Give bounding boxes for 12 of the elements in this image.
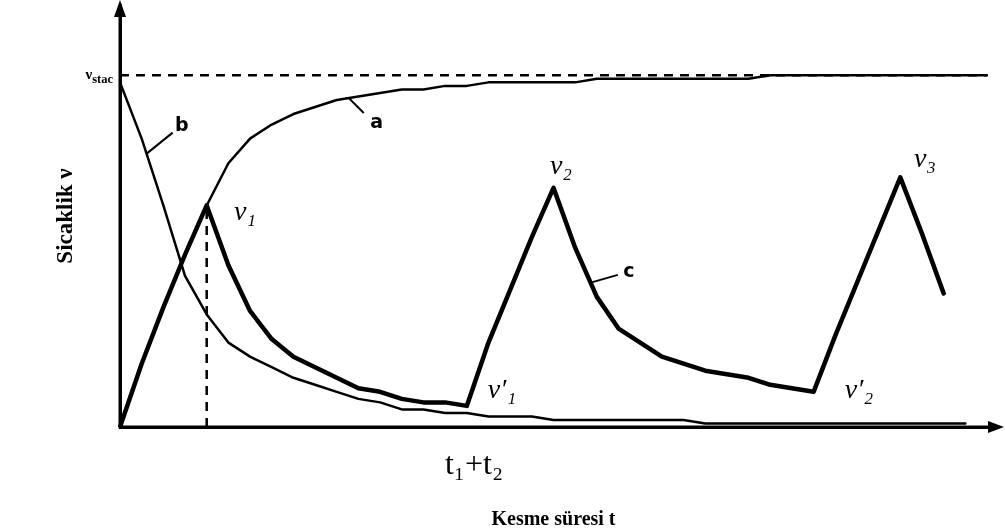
series-label: a [370, 109, 384, 132]
annotation: ν₂ [549, 149, 573, 181]
text: t₁+t₂ [444, 445, 504, 482]
annotation: ν′₁ [487, 373, 517, 405]
annotation: ν₁ [233, 195, 257, 227]
y-axis-title: Sicaklik ν [51, 168, 77, 264]
annotation: ν′₂ [844, 373, 874, 405]
series-label: b [174, 112, 189, 135]
legend-label: c [623, 258, 635, 281]
annotation: ν₃ [913, 142, 937, 174]
x-axis-title: Kesme süresi t [491, 507, 616, 530]
ref-line-label: ν$_{stac}$ [85, 66, 113, 88]
